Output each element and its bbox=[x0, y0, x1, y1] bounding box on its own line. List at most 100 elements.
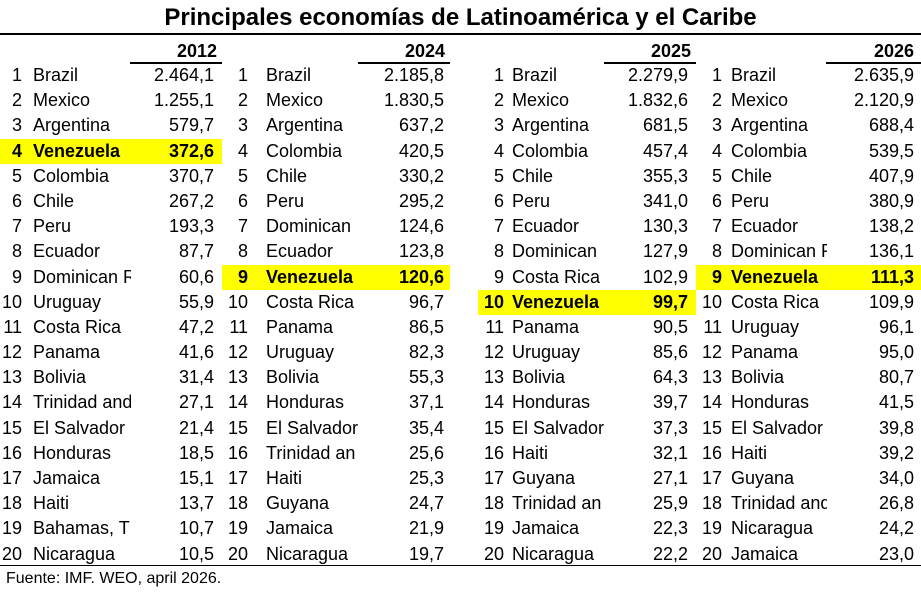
country-cell: Guyana bbox=[266, 493, 330, 514]
table-row: 8 Ecuador 123,8 bbox=[222, 239, 450, 264]
source-note: Fuente: IMF. WEO, april 2026. bbox=[6, 570, 222, 587]
table-row: 19 Bahamas, T 10,7 bbox=[0, 516, 222, 541]
country-cell: Venezuela bbox=[266, 266, 354, 287]
rank-cell: 2 bbox=[11, 90, 22, 111]
table-row: 5 Chile 330,2 bbox=[222, 164, 450, 189]
country-cell: Dominican R bbox=[731, 241, 827, 262]
country-cell: Nicaragua bbox=[731, 518, 814, 539]
rank-cell: 14 bbox=[701, 392, 722, 413]
country-cell: Bolivia bbox=[266, 367, 320, 388]
country-cell: Ecuador bbox=[731, 216, 799, 237]
table-row: 20 Nicaragua 19,7 bbox=[222, 542, 450, 567]
rank-cell: 8 bbox=[493, 241, 504, 262]
country-cell: El Salvador bbox=[512, 417, 605, 438]
rank-cell: 6 bbox=[237, 190, 248, 211]
country-cell: Argentina bbox=[33, 115, 111, 136]
value-cell: 109,9 bbox=[868, 291, 914, 312]
table-row: 13 Bolivia 64,3 bbox=[478, 365, 696, 390]
country-cell: Argentina bbox=[512, 115, 590, 136]
table-row: 16 Trinidad an 25,6 bbox=[222, 441, 450, 466]
table-row: 17 Haiti 25,3 bbox=[222, 466, 450, 491]
rank-cell: 1 bbox=[237, 65, 248, 85]
value-cell: 22,3 bbox=[652, 518, 688, 539]
value-cell: 341,0 bbox=[642, 190, 688, 211]
rank-cell: 15 bbox=[483, 417, 504, 438]
country-cell: Colombia bbox=[266, 140, 343, 161]
country-cell: Honduras bbox=[266, 392, 345, 413]
table-row: 3 Argentina 579,7 bbox=[0, 113, 222, 138]
table-row: 14 Honduras 39,7 bbox=[478, 390, 696, 415]
year-header: 2025 bbox=[650, 41, 691, 61]
value-cell: 420,5 bbox=[398, 140, 444, 161]
year-header: 2026 bbox=[873, 41, 914, 61]
country-cell: Haiti bbox=[33, 493, 70, 514]
value-cell: 18,5 bbox=[178, 442, 214, 463]
rank-cell: 10 bbox=[701, 291, 722, 312]
country-cell: Trinidad an bbox=[512, 493, 602, 514]
country-cell: Peru bbox=[33, 216, 72, 237]
year-header: 2012 bbox=[176, 41, 217, 61]
table-row: 4 Colombia 539,5 bbox=[696, 139, 921, 164]
country-cell: Ecuador bbox=[512, 216, 580, 237]
table-row: 20 Nicaragua 10,5 bbox=[0, 542, 222, 567]
table-row: 10 Costa Rica 96,7 bbox=[222, 290, 450, 315]
country-cell: Mexico bbox=[266, 90, 324, 111]
value-cell: 26,8 bbox=[878, 493, 914, 514]
country-cell: Trinidad an bbox=[266, 442, 356, 463]
country-cell: Panama bbox=[731, 342, 799, 363]
table-row: 13 Bolivia 80,7 bbox=[696, 365, 921, 390]
rank-cell: 14 bbox=[483, 392, 504, 413]
rank-cell: 16 bbox=[483, 442, 504, 463]
rank-cell: 3 bbox=[237, 115, 248, 136]
rank-cell: 6 bbox=[711, 190, 722, 211]
rank-cell: 14 bbox=[1, 392, 22, 413]
table-row: 8 Dominican 127,9 bbox=[478, 239, 696, 264]
rank-cell: 5 bbox=[237, 165, 248, 186]
rank-cell: 7 bbox=[711, 216, 722, 237]
value-cell: 22,2 bbox=[652, 543, 688, 564]
table-row: 2 Mexico 1.832,6 bbox=[478, 88, 696, 113]
year-underline bbox=[130, 62, 222, 64]
country-cell: Haiti bbox=[266, 468, 303, 488]
value-cell: 86,5 bbox=[408, 316, 444, 337]
value-cell: 64,3 bbox=[652, 367, 688, 388]
country-cell: Jamaica bbox=[266, 518, 334, 539]
table-row: 15 El Salvador 39,8 bbox=[696, 416, 921, 441]
country-cell: Uruguay bbox=[33, 291, 102, 312]
country-cell: Brazil bbox=[731, 65, 777, 85]
value-cell: 688,4 bbox=[868, 115, 914, 136]
table-row: 15 El Salvador 37,3 bbox=[478, 416, 696, 441]
row-list: 1 Brazil 2.464,1 2 Mexico 1.255,1 3 Argentina 57… bbox=[0, 63, 222, 567]
table-row: 14 Honduras 37,1 bbox=[222, 390, 450, 415]
table-row: 17 Guyana 34,0 bbox=[696, 466, 921, 491]
table-row: 16 Haiti 32,1 bbox=[478, 441, 696, 466]
value-cell: 99,7 bbox=[652, 291, 688, 312]
rank-cell: 13 bbox=[483, 367, 504, 388]
country-cell: Jamaica bbox=[512, 518, 580, 539]
country-cell: Peru bbox=[512, 190, 551, 211]
value-cell: 1.830,5 bbox=[383, 90, 444, 111]
country-cell: Dominican R bbox=[33, 266, 131, 287]
value-cell: 96,7 bbox=[408, 291, 444, 312]
table-row: 6 Peru 380,9 bbox=[696, 189, 921, 214]
country-cell: Mexico bbox=[731, 90, 789, 111]
rank-cell: 7 bbox=[493, 216, 504, 237]
rank-cell: 12 bbox=[1, 342, 22, 363]
table-row: 15 El Salvador 35,4 bbox=[222, 416, 450, 441]
country-cell: Honduras bbox=[512, 392, 591, 413]
table-row: 11 Costa Rica 47,2 bbox=[0, 315, 222, 340]
value-cell: 138,2 bbox=[868, 216, 914, 237]
table-row: 4 Colombia 457,4 bbox=[478, 139, 696, 164]
rank-cell: 8 bbox=[711, 241, 722, 262]
value-cell: 35,4 bbox=[408, 417, 444, 438]
table-row: 4 Colombia 420,5 bbox=[222, 139, 450, 164]
rank-cell: 3 bbox=[11, 115, 22, 136]
rank-cell: 19 bbox=[227, 518, 248, 539]
rank-cell: 3 bbox=[493, 115, 504, 136]
table-row: 3 Argentina 688,4 bbox=[696, 113, 921, 138]
value-cell: 355,3 bbox=[642, 165, 688, 186]
country-cell: Colombia bbox=[731, 140, 808, 161]
rank-cell: 6 bbox=[11, 190, 22, 211]
country-cell: El Salvador bbox=[33, 417, 126, 438]
country-cell: El Salvador bbox=[266, 417, 359, 438]
